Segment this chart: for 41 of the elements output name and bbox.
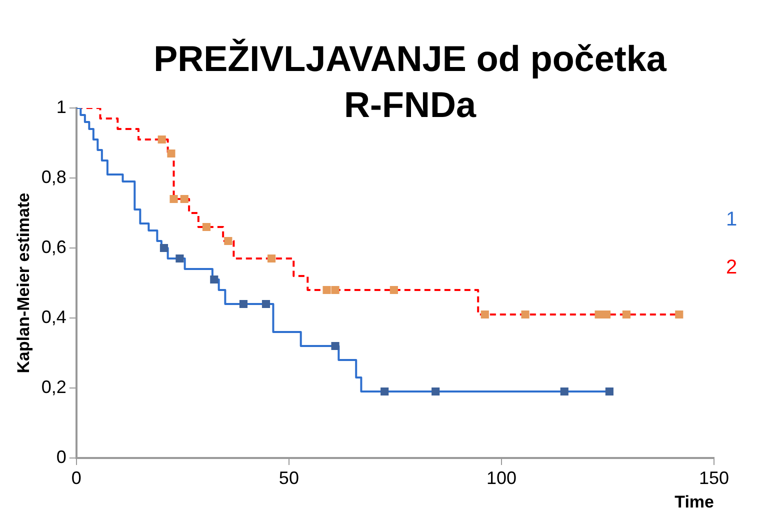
point — [390, 286, 398, 294]
point — [605, 387, 614, 396]
point — [262, 300, 270, 308]
text: 1 — [726, 208, 738, 231]
point — [158, 135, 166, 144]
point — [239, 300, 248, 308]
x-axis-title: Time — [674, 492, 714, 512]
x-tick-label: 50 — [278, 468, 299, 488]
x-tick-label: 100 — [486, 468, 516, 488]
point — [224, 236, 232, 246]
point — [675, 310, 684, 319]
point — [602, 310, 610, 319]
y-tick-label: 1 — [56, 96, 66, 117]
x-tick-label: 0 — [71, 468, 82, 488]
point — [176, 254, 184, 263]
text: 2 — [726, 256, 738, 279]
y-tick-label: 0,8 — [41, 166, 66, 187]
point — [170, 194, 178, 204]
point — [432, 387, 440, 396]
y-tick-label: 0,6 — [41, 236, 66, 257]
y-tick-label: 0 — [56, 446, 66, 467]
chart-title: PREŽIVLJAVANJE od početka R-FNDa — [152, 37, 668, 127]
point — [560, 387, 568, 396]
x-tick-label: 150 — [698, 468, 730, 488]
point — [167, 149, 176, 158]
point — [521, 310, 530, 319]
point — [267, 254, 276, 263]
point — [594, 310, 603, 319]
point — [331, 286, 340, 294]
point — [380, 387, 389, 396]
point — [180, 194, 188, 204]
point — [331, 342, 340, 350]
y-axis-title: Kaplan-Meier estimate — [14, 192, 33, 374]
point — [622, 310, 630, 319]
point — [210, 275, 218, 284]
y-tick-label: 0,4 — [41, 306, 66, 327]
y-tick-label: 0,2 — [41, 376, 66, 397]
point — [160, 244, 168, 252]
point — [322, 286, 331, 294]
point — [202, 222, 211, 232]
point — [480, 310, 489, 319]
